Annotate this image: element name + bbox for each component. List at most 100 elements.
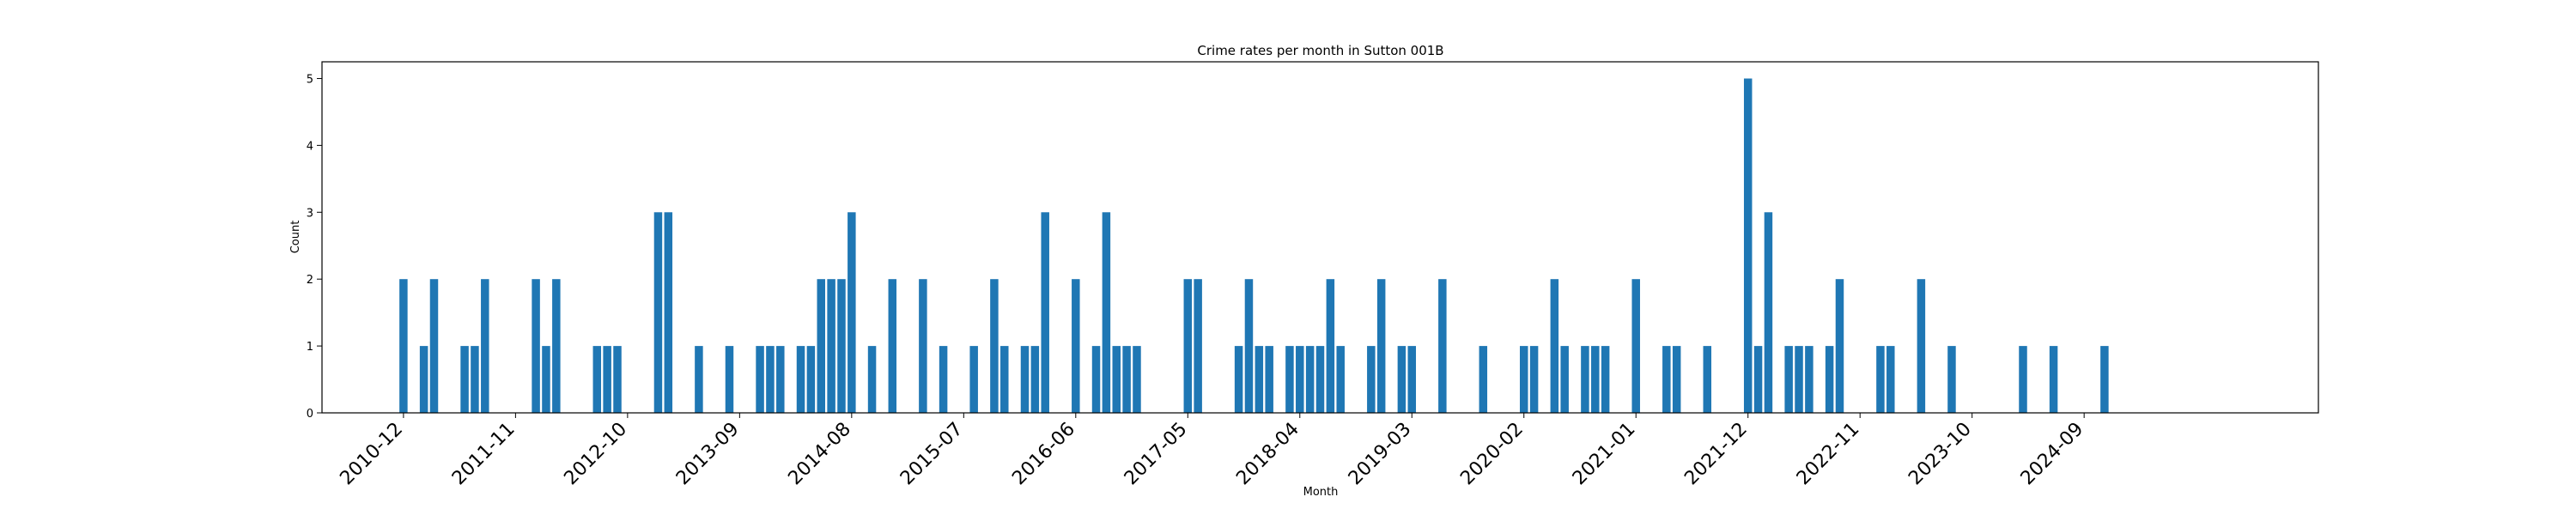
x-tick-label: 2016-06: [1008, 419, 1079, 490]
bar-2024-03: [2019, 346, 2027, 413]
bar-2011-08: [481, 279, 489, 413]
x-tick-label: 2018-04: [1232, 419, 1303, 490]
bar-2023-01: [1876, 346, 1885, 413]
bar-2018-01: [1265, 346, 1273, 413]
bar-2019-03: [1407, 346, 1417, 413]
bar-2022-04: [1784, 346, 1793, 413]
bar-2019-06: [1438, 279, 1447, 413]
x-tick-label: 2014-08: [784, 419, 855, 490]
x-tick-label: 2017-05: [1121, 419, 1192, 490]
x-tick-label: 2019-03: [1345, 419, 1416, 490]
bar-2015-08: [969, 346, 978, 413]
x-tick-label: 2013-09: [672, 419, 744, 490]
bar-2014-05: [817, 279, 825, 413]
bar-2018-04: [1296, 346, 1304, 413]
bar-2017-06: [1194, 279, 1202, 413]
bar-2017-11: [1244, 279, 1254, 413]
bar-2016-08: [1091, 346, 1101, 413]
bar-2020-06: [1560, 346, 1569, 413]
y-tick-label: 0: [307, 408, 313, 421]
bar-2021-04: [1662, 346, 1671, 413]
bar-2018-12: [1376, 279, 1386, 413]
bar-2012-07: [592, 346, 602, 413]
bar-2014-03: [796, 346, 805, 413]
bar-2016-12: [1133, 346, 1141, 413]
bar-2018-07: [1326, 279, 1335, 413]
x-axis: 2010-12 2011-11 2012-10 2013-09 2014-08 2015-…: [336, 413, 2087, 489]
bar-2017-12: [1255, 346, 1264, 413]
x-tick-label: 2021-01: [1569, 419, 1640, 490]
bars-group: [399, 78, 2109, 413]
bar-2024-06: [2049, 346, 2058, 413]
bar-2020-05: [1550, 279, 1559, 413]
bar-2015-10: [990, 279, 999, 413]
bar-2022-01: [1753, 346, 1763, 413]
bar-2022-09: [1835, 279, 1844, 413]
bar-2021-05: [1672, 346, 1681, 413]
bar-2016-03: [1041, 212, 1049, 413]
y-tick-label: 5: [307, 73, 313, 86]
bar-2022-08: [1825, 346, 1834, 413]
bar-2015-11: [1000, 346, 1009, 413]
y-tick-label: 4: [307, 140, 313, 153]
bar-2020-10: [1601, 346, 1610, 413]
x-tick-label: 2023-10: [1905, 419, 1976, 490]
x-tick-label: 2015-07: [896, 419, 968, 490]
y-tick-label: 3: [307, 207, 313, 220]
bar-2014-06: [827, 279, 835, 413]
bar-2016-10: [1112, 346, 1121, 413]
bar-2010-12: [399, 279, 408, 413]
bar-2015-05: [939, 346, 948, 413]
bar-2020-08: [1581, 346, 1589, 413]
bar-2013-12: [766, 346, 775, 413]
bar-2023-02: [1886, 346, 1895, 413]
bar-2014-08: [848, 212, 856, 413]
bar-2017-05: [1183, 279, 1193, 413]
bar-2012-01: [532, 279, 540, 413]
bar-2012-02: [542, 346, 550, 413]
bar-2020-03: [1529, 346, 1539, 413]
bar-2021-12: [1743, 78, 1753, 413]
bar-2013-11: [756, 346, 764, 413]
bar-2016-09: [1102, 212, 1111, 413]
bar-2011-03: [429, 279, 439, 413]
bar-2023-05: [1917, 279, 1926, 413]
y-axis: 0 1 2 3 4 5: [307, 73, 322, 421]
x-tick-label: 2010-12: [336, 419, 407, 490]
bar-2011-02: [419, 346, 428, 413]
bar-2016-11: [1122, 346, 1131, 413]
plot-frame: [321, 61, 2319, 414]
bar-2020-09: [1591, 346, 1600, 413]
bar-2012-08: [603, 346, 611, 413]
bar-2013-08: [725, 346, 734, 413]
bar-2017-10: [1234, 346, 1243, 413]
x-tick-label: 2011-11: [448, 419, 519, 490]
bar-2013-01: [653, 212, 663, 413]
bar-2018-03: [1285, 346, 1294, 413]
bar-2022-05: [1795, 346, 1803, 413]
bar-2022-06: [1805, 346, 1814, 413]
x-tick-label: 2024-09: [2017, 419, 2088, 490]
bar-2019-02: [1397, 346, 1406, 413]
y-tick-label: 2: [307, 274, 313, 287]
x-tick-label: 2020-02: [1456, 419, 1528, 490]
bar-2013-05: [695, 346, 703, 413]
bar-2016-01: [1020, 346, 1030, 413]
bar-2014-12: [888, 279, 897, 413]
bar-2012-09: [613, 346, 622, 413]
bar-2020-02: [1520, 346, 1528, 413]
bar-2018-05: [1305, 346, 1315, 413]
bar-2015-03: [919, 279, 927, 413]
bar-2011-06: [460, 346, 469, 413]
bar-2021-08: [1703, 346, 1712, 413]
bar-2021-01: [1631, 279, 1640, 413]
bar-2019-10: [1479, 346, 1488, 413]
x-tick-label: 2021-12: [1680, 419, 1752, 490]
chart-title: Crime rates per month in Sutton 001B: [1197, 43, 1443, 58]
y-tick-label: 1: [307, 341, 313, 354]
bar-2024-11: [2100, 346, 2109, 413]
bar-2018-08: [1336, 346, 1345, 413]
bar-2012-03: [552, 279, 561, 413]
bar-2022-02: [1764, 212, 1773, 413]
bar-2016-02: [1030, 346, 1040, 413]
